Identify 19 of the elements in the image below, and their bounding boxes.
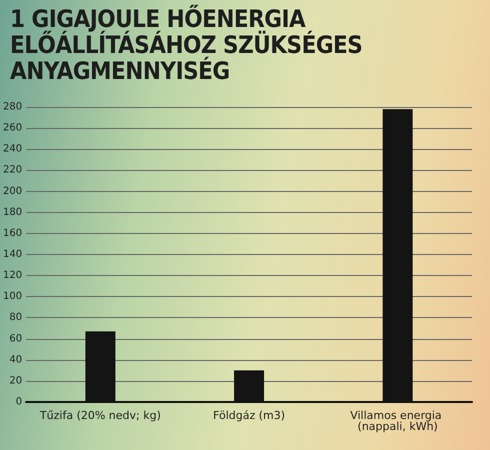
x-tick-label: Villamos energia (nappali, kWh) [350,409,446,433]
y-tick-label: 120 [2,270,22,282]
y-tick-label: 80 [9,312,22,324]
y-tick-label: 60 [9,333,22,344]
y-tick-label: 280 [2,102,22,112]
x-tick-label: Tűzifa (20% nedv; kg) [38,409,161,422]
y-tick-label: 160 [2,228,22,239]
y-tick-label: 20 [9,375,22,386]
y-tick-label: 180 [2,206,22,218]
y-tick-label: 200 [2,186,22,197]
y-tick-label: 0 [16,396,22,408]
y-tick-label: 220 [2,164,22,176]
y-tick-label: 240 [2,144,22,155]
y-tick-label: 40 [9,354,22,366]
y-tick-label: 100 [2,291,22,302]
chart-title: 1 GIGAJOULE HŐENERGIA ELŐÁLLÍTÁSÁHOZ SZÜKSÉGES ANYAGMENNYISÉG [10,5,364,85]
x-tick-label: Földgáz (m3) [213,409,286,422]
y-tick-label: 260 [2,122,22,134]
y-tick-label: 140 [2,249,22,260]
